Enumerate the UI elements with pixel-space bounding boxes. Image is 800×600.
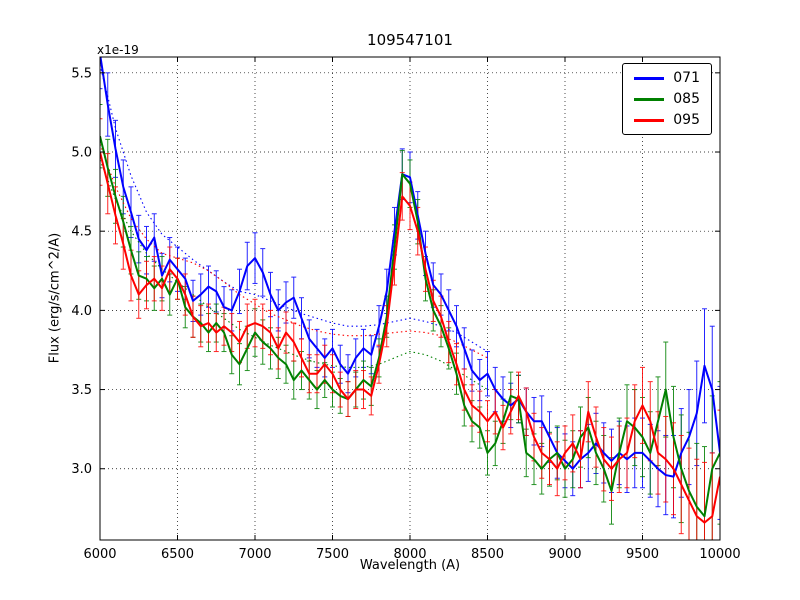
svg-text:6000: 6000 xyxy=(83,547,116,562)
legend-line-sample-red xyxy=(634,118,665,122)
svg-text:4.5: 4.5 xyxy=(71,225,92,240)
legend-label-085: 085 xyxy=(673,91,700,107)
chart-title: 109547101 xyxy=(367,31,453,49)
svg-text:8000: 8000 xyxy=(393,547,426,562)
svg-text:7000: 7000 xyxy=(238,547,271,562)
svg-text:7500: 7500 xyxy=(316,547,349,562)
svg-text:10000: 10000 xyxy=(699,547,740,562)
svg-text:5.5: 5.5 xyxy=(71,66,92,81)
x-axis-label: Wavelength (A) xyxy=(359,558,461,573)
svg-text:9500: 9500 xyxy=(626,547,659,562)
svg-text:5.0: 5.0 xyxy=(71,146,92,161)
svg-text:3.5: 3.5 xyxy=(71,383,92,398)
svg-text:9000: 9000 xyxy=(548,547,581,562)
legend-line-sample-green xyxy=(634,97,665,101)
legend-entry-085: 085 xyxy=(634,92,700,106)
svg-text:3.0: 3.0 xyxy=(71,462,92,477)
svg-text:4.0: 4.0 xyxy=(71,304,92,319)
y-axis-offset-label: x1e-19 xyxy=(97,43,139,57)
y-axis-label: Flux (erg/s/cm^2/A) xyxy=(47,232,63,364)
legend-label-071: 071 xyxy=(673,70,700,86)
svg-text:8500: 8500 xyxy=(471,547,504,562)
legend-entry-095: 095 xyxy=(634,113,700,127)
legend: 071 085 095 xyxy=(622,63,712,135)
legend-entry-071: 071 xyxy=(634,71,700,85)
legend-line-sample-blue xyxy=(634,76,665,80)
svg-text:6500: 6500 xyxy=(161,547,194,562)
legend-label-095: 095 xyxy=(673,112,700,128)
